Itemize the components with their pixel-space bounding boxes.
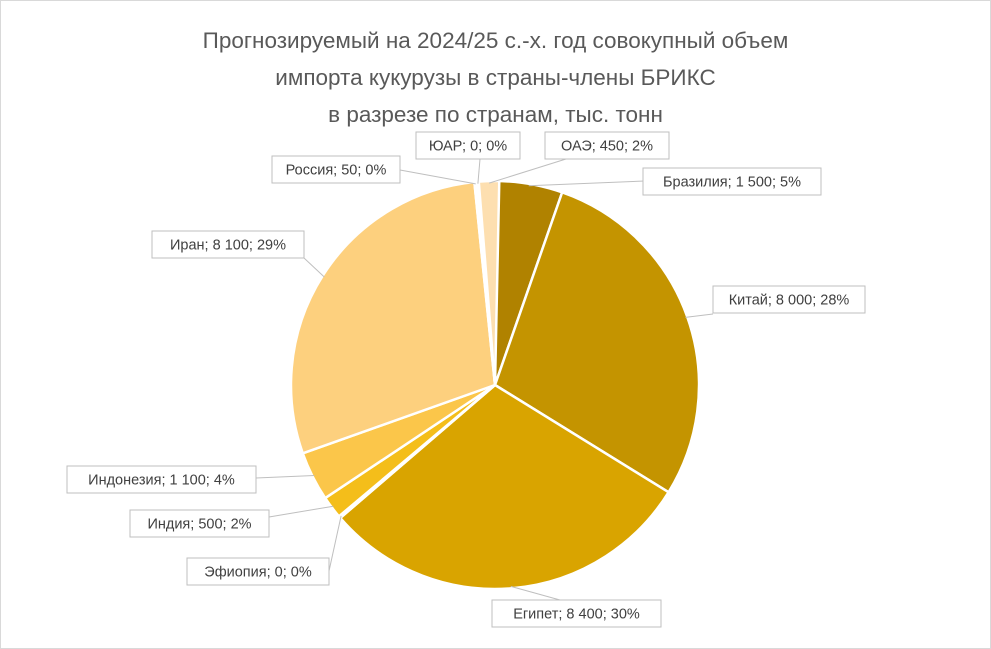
pie-slice-3	[339, 383, 670, 591]
data-label-box-slice-3	[491, 599, 662, 628]
data-label-slice-5: Индия; 500; 2%	[147, 517, 251, 533]
data-label-box-slice-1	[642, 167, 822, 196]
leader-lines	[255, 158, 714, 601]
chart-title-line-1: Прогнозируемый на 2024/25 с.-х. год сово…	[202, 28, 789, 53]
leader-line-slice-2	[685, 313, 714, 318]
chart-title-line-3: в разрезе по странам, тыс. тонн	[328, 102, 663, 127]
data-label-box-slice-4	[186, 557, 330, 586]
data-labels: Бразилия; 1 500; 5% Китай; 8 000; 28% Егип…	[66, 131, 866, 628]
data-label-slice-6: Индонезия; 1 100; 4%	[88, 473, 235, 489]
data-label-box-slice-7	[151, 230, 305, 259]
pie-slices	[289, 179, 701, 591]
data-label-slice-7: Иран; 8 100; 29%	[170, 238, 286, 254]
data-label-box-slice-5	[129, 509, 270, 538]
leader-line-slice-3	[510, 585, 561, 601]
leader-line-slice-1	[528, 180, 646, 187]
leader-line-slice-8	[399, 169, 476, 185]
chart-title: Прогнозируемый на 2024/25 с.-х. год сово…	[0, 22, 991, 133]
data-label-slice-4: Эфиопия; 0; 0%	[204, 565, 312, 581]
data-label-box-slice-2	[712, 285, 866, 314]
data-label-slice-3: Египет; 8 400; 30%	[513, 607, 640, 623]
leader-line-slice-6	[255, 475, 315, 479]
data-label-slice-8: Россия; 50; 0%	[286, 163, 387, 179]
leader-line-slice-7	[303, 257, 325, 278]
chart-title-line-2: импорта кукурузы в страны-члены БРИКС	[275, 65, 716, 90]
leader-line-slice-4	[328, 515, 342, 572]
data-label-box-slice-9	[415, 131, 521, 160]
data-label-slice-1: Бразилия; 1 500; 5%	[663, 175, 801, 191]
data-label-box-slice-8	[271, 155, 401, 184]
pie-slice-10	[477, 179, 501, 387]
data-label-slice-10: ОАЭ; 450; 2%	[561, 139, 653, 155]
data-label-slice-2: Китай; 8 000; 28%	[729, 293, 850, 309]
data-label-slice-9: ЮАР; 0; 0%	[429, 139, 507, 155]
data-label-box-slice-10	[544, 131, 670, 160]
leader-line-slice-5	[268, 505, 334, 518]
leader-line-slice-10	[488, 158, 567, 184]
leader-line-slice-9	[477, 158, 481, 184]
data-label-box-slice-6	[66, 465, 257, 494]
